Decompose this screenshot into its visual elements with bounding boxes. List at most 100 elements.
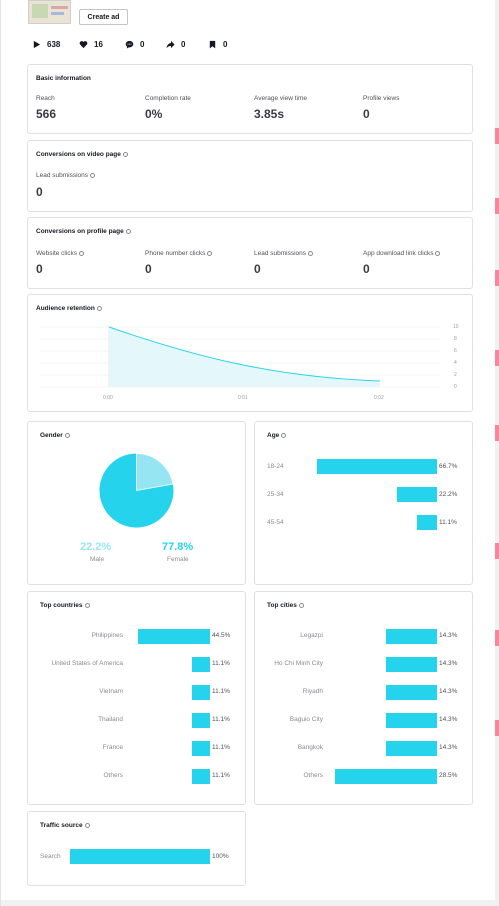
reach-label: Reach: [36, 95, 55, 102]
country-percentage: 44.5%: [212, 632, 231, 639]
city-label: Others: [303, 772, 323, 779]
country-bar[interactable]: [192, 769, 210, 784]
website-clicks-label: Website clicks: [36, 250, 85, 257]
average-view-time-value: 3.85s: [254, 107, 285, 121]
country-bar[interactable]: [192, 657, 210, 672]
card-title: Conversions on profile page: [36, 228, 131, 235]
retention-chart[interactable]: [40, 325, 440, 391]
comments-stat: 0: [125, 38, 166, 50]
retention-line: [108, 326, 381, 382]
info-icon[interactable]: [281, 432, 287, 438]
info-icon[interactable]: [96, 305, 102, 311]
video-thumbnail[interactable]: [28, 0, 71, 24]
website-clicks-value: 0: [36, 262, 43, 276]
city-bar[interactable]: [386, 629, 437, 644]
card-title-text: Top countries: [40, 602, 83, 609]
engagement-stats: 638 16 0 0 0: [32, 38, 248, 50]
country-label: Thailand: [98, 716, 123, 723]
city-label: Legazpi: [300, 632, 323, 639]
card-title: Conversions on video page: [36, 151, 128, 158]
phone-number-clicks-value: 0: [145, 262, 152, 276]
card-title: Audience retention: [36, 305, 102, 312]
male-slice[interactable]: [136, 453, 174, 491]
info-icon[interactable]: [298, 602, 304, 608]
create-ad-button[interactable]: Create ad: [79, 9, 128, 25]
city-percentage: 14.3%: [439, 688, 458, 695]
card-title: Gender: [40, 432, 70, 439]
traffic-label: Search: [40, 853, 61, 860]
country-bar[interactable]: [138, 629, 210, 644]
country-percentage: 11.1%: [212, 744, 230, 751]
country-label: France: [102, 744, 123, 751]
info-icon[interactable]: [90, 172, 96, 178]
y-tick: 8: [454, 336, 457, 342]
info-icon[interactable]: [308, 250, 314, 256]
comment-icon: [125, 40, 134, 49]
lead-submissions-label: Lead submissions: [36, 172, 96, 179]
gender-pie-chart[interactable]: [99, 453, 174, 528]
video-page-conversions-card: Conversions on video page Lead submissio…: [27, 140, 473, 212]
card-title-text: Traffic source: [40, 822, 83, 829]
city-bar[interactable]: [335, 769, 437, 784]
x-tick: 0:02: [374, 395, 384, 401]
city-bar[interactable]: [386, 685, 437, 700]
bottom-edge: [1, 900, 499, 906]
age-bar[interactable]: [397, 487, 437, 502]
reach-value: 566: [36, 107, 57, 121]
info-icon[interactable]: [84, 602, 90, 608]
traffic-source-card: Traffic source Search 100%: [27, 811, 246, 886]
website-clicks-text: Website clicks: [36, 250, 78, 257]
bookmark-icon: [209, 40, 216, 48]
x-tick: 0:01: [238, 395, 248, 401]
completion-rate-value: 0%: [145, 107, 163, 121]
play-icon: [33, 40, 41, 48]
lead-submissions-text: Lead submissions: [36, 172, 89, 179]
gender-card: Gender 22.2% Male 77.8% Female: [27, 421, 246, 585]
saves-stat: 0: [208, 38, 248, 50]
profile-page-conversions-card: Conversions on profile page Website clic…: [27, 217, 473, 289]
likes-stat: 16: [79, 38, 125, 50]
heart-icon: [79, 40, 88, 48]
city-label: Bangkok: [297, 744, 323, 751]
city-label: Ho Chi Minh City: [274, 660, 323, 667]
country-bar[interactable]: [192, 713, 210, 728]
card-title-text: Gender: [40, 432, 63, 439]
age-percentage: 11.1%: [439, 519, 457, 526]
age-bar[interactable]: [417, 515, 437, 530]
card-title-text: Conversions on video page: [36, 151, 121, 158]
country-bar[interactable]: [192, 685, 210, 700]
info-icon[interactable]: [64, 432, 70, 438]
info-icon[interactable]: [84, 822, 90, 828]
share-icon: [166, 40, 175, 48]
city-bar[interactable]: [386, 741, 437, 756]
retention-area: [109, 327, 380, 387]
card-title: Age: [267, 432, 287, 439]
traffic-bar[interactable]: [70, 849, 210, 864]
age-bar[interactable]: [317, 459, 437, 474]
info-icon[interactable]: [125, 228, 131, 234]
country-bar[interactable]: [192, 741, 210, 756]
city-bar[interactable]: [386, 713, 437, 728]
info-icon[interactable]: [435, 250, 441, 256]
city-percentage: 14.3%: [439, 660, 458, 667]
y-tick: 4: [454, 360, 457, 366]
city-percentage: 28.5%: [439, 772, 458, 779]
city-label: Riyadh: [302, 688, 323, 695]
lead-submissions-text: Lead submissions: [254, 250, 307, 257]
country-percentage: 11.1%: [212, 772, 230, 779]
info-icon[interactable]: [79, 250, 85, 256]
age-card: Age 18-24 66.7% 25-34 22.2% 45-54 11.1%: [254, 421, 473, 585]
app-download-clicks-label: App download link clicks: [363, 250, 441, 257]
card-title: Basic information: [36, 75, 91, 82]
card-title: Traffic source: [40, 822, 90, 829]
card-title: Top countries: [40, 602, 90, 609]
profile-views-value: 0: [363, 107, 370, 121]
profile-views-label: Profile views: [363, 95, 400, 102]
background-edge: [495, 0, 499, 906]
info-icon[interactable]: [207, 250, 213, 256]
city-bar[interactable]: [386, 657, 437, 672]
female-percentage: 77.8%: [162, 541, 194, 553]
views-count: 638: [47, 39, 61, 49]
info-icon[interactable]: [122, 151, 128, 157]
saves-count: 0: [223, 39, 228, 49]
